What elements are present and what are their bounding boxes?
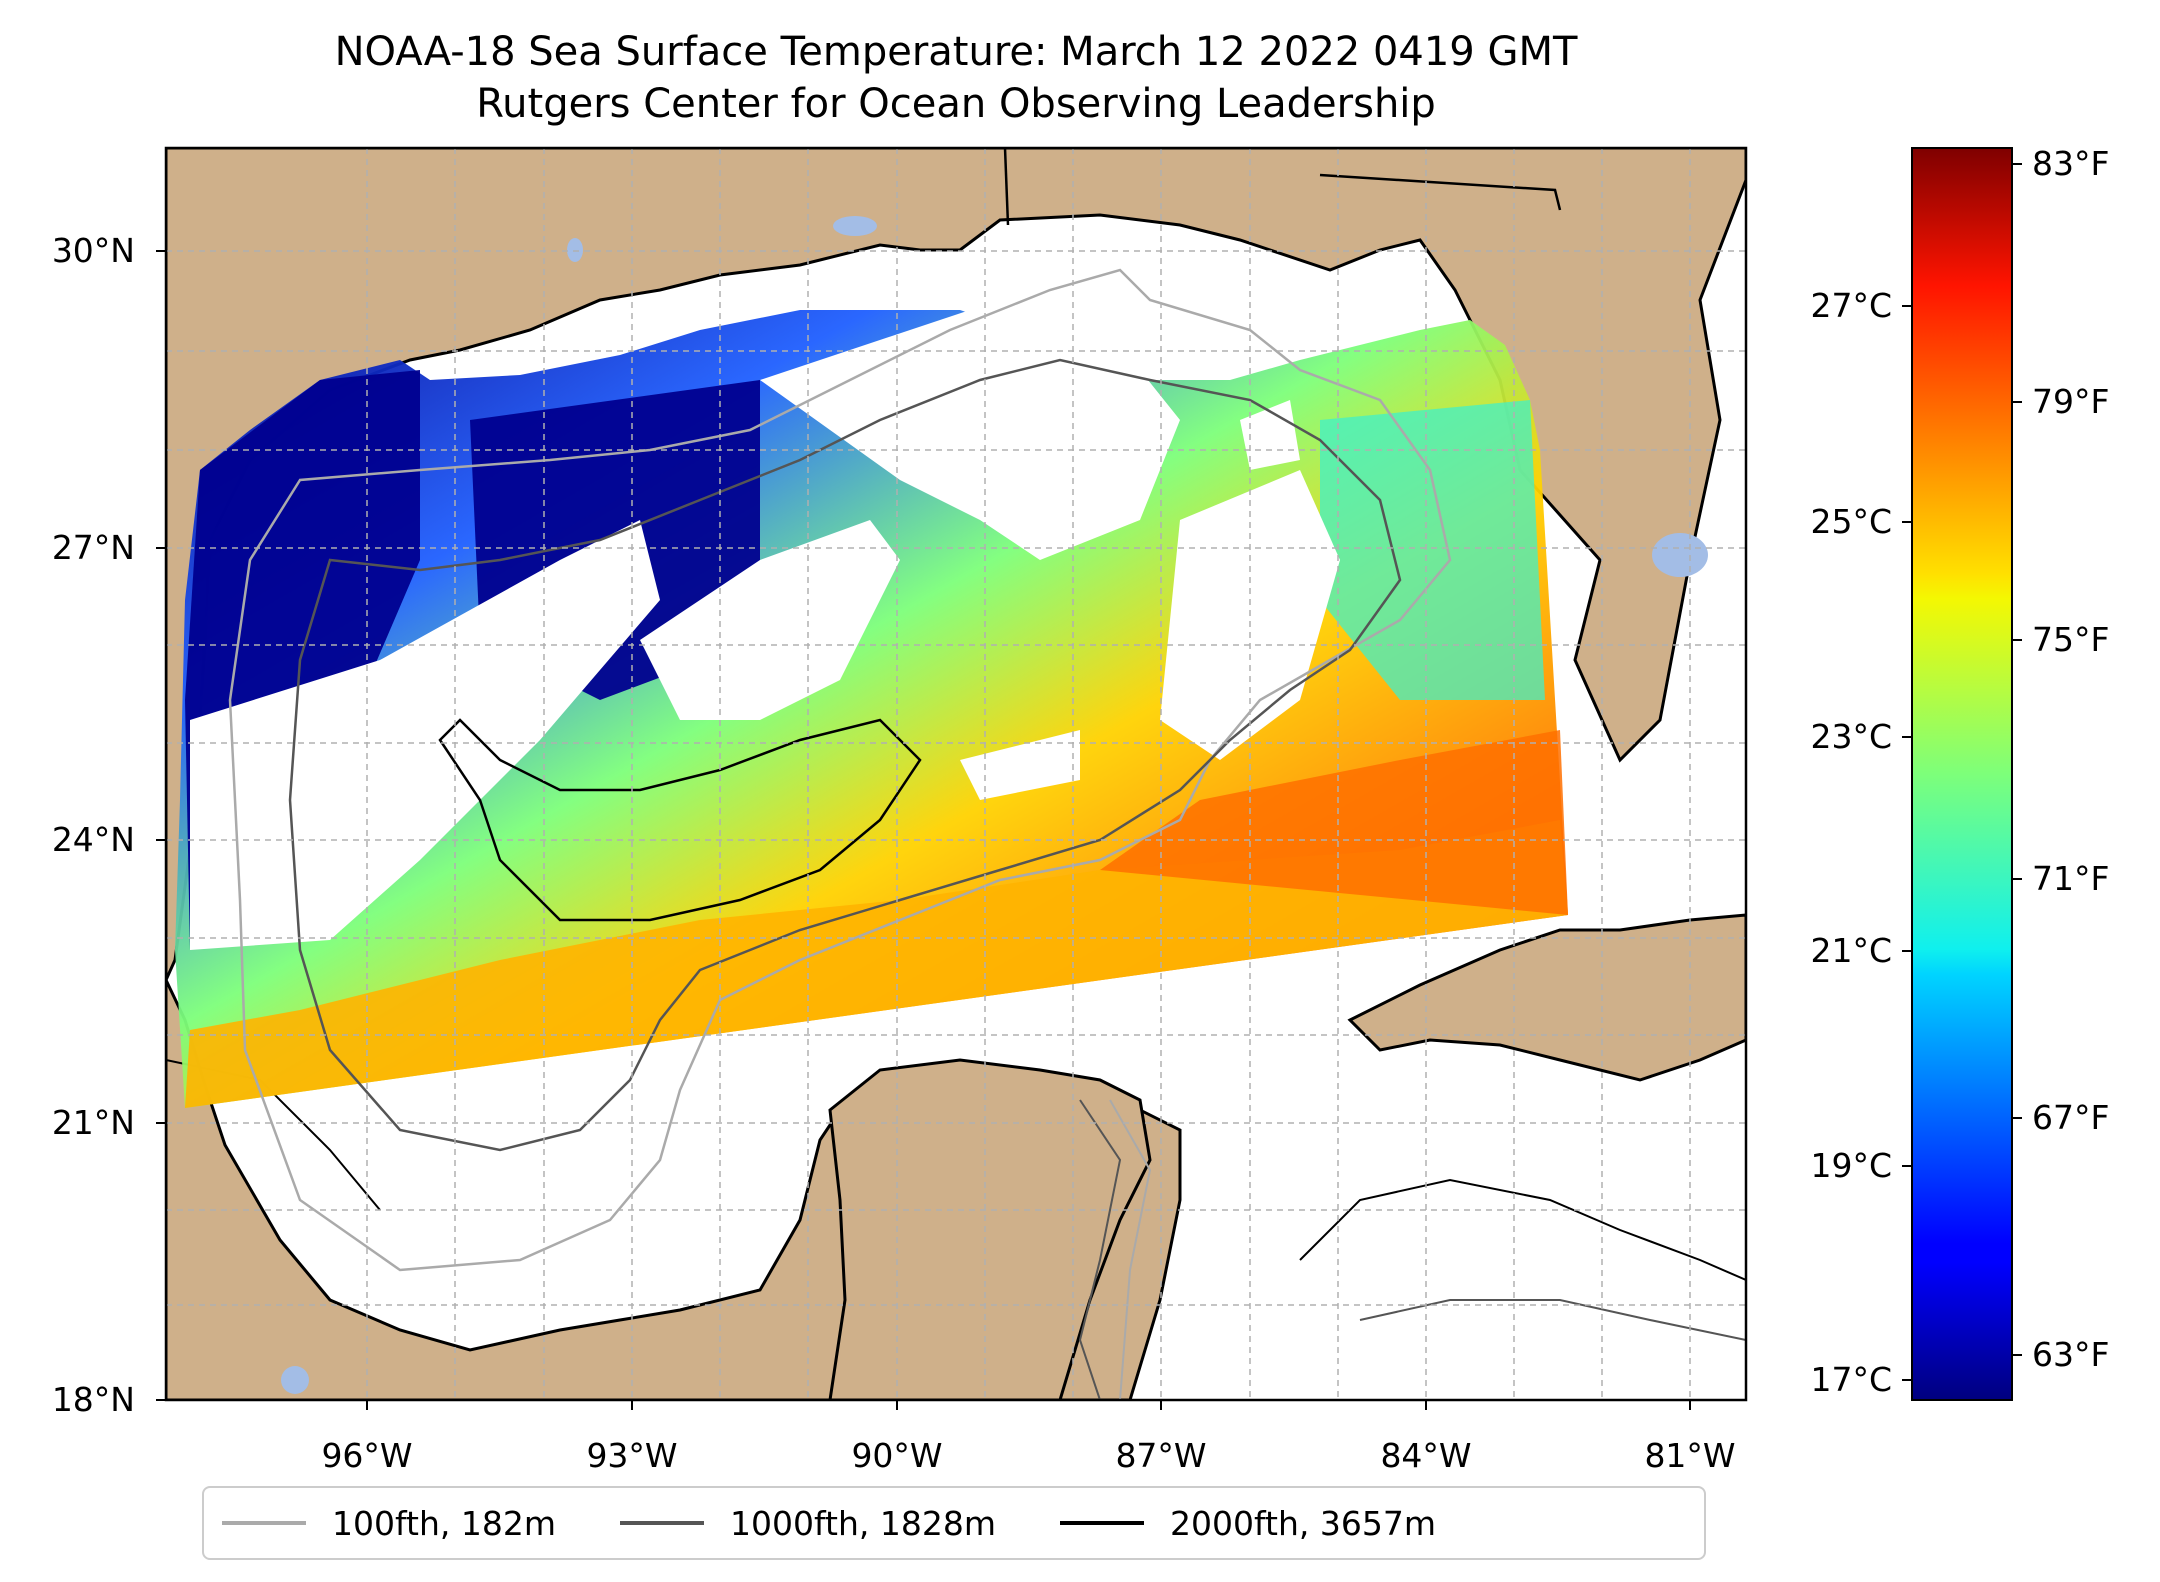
contour-100fth-yucatan (1109, 1099, 1152, 1400)
axis-ticks (156, 250, 1691, 1410)
legend-item-100fth: 100fth, 182m (222, 1504, 556, 1543)
lat-tick: 30°N (51, 231, 135, 270)
colorbar-fahrenheit-tick: 67°F (2032, 1098, 2110, 1137)
lat-tick: 27°N (51, 528, 135, 567)
map-frame (164, 146, 1748, 1402)
bathymetry-contours (228, 268, 1746, 1400)
colorbar-celsius-tick: 21°C (1810, 931, 1892, 970)
lake-pontchartrain (833, 216, 877, 236)
legend-swatch (620, 1521, 704, 1525)
contour-1000fth-caribbean (1359, 1299, 1746, 1341)
colorbar-celsius-tick: 23°C (1810, 717, 1892, 756)
lake-2 (281, 1366, 309, 1394)
lake-okeechobee (1652, 533, 1708, 577)
lat-tick: 18°N (51, 1380, 135, 1419)
colorbar-celsius-tick: 27°C (1810, 286, 1892, 325)
legend-label: 2000fth, 3657m (1169, 1503, 1436, 1543)
contour-1000fth (288, 358, 1402, 1152)
legend-label: 100fth, 182m (332, 1503, 556, 1543)
map-title: NOAA-18 Sea Surface Temperature: March 1… (334, 29, 1578, 75)
colorbar-fahrenheit-tick: 75°F (2032, 620, 2110, 659)
colorbar-fahrenheit-tick: 63°F (2032, 1335, 2110, 1374)
legend-swatch (1059, 1521, 1144, 1525)
contour-2000fth-caribbean (1299, 1178, 1746, 1281)
lon-tick: 96°W (321, 1436, 413, 1475)
state-border (1003, 148, 1010, 226)
lon-tick: 90°W (851, 1436, 943, 1475)
contour-2000fth (438, 718, 922, 922)
state-border (1319, 173, 1562, 211)
colorbar-celsius-tick: 19°C (1810, 1146, 1892, 1185)
lon-tick: 81°W (1644, 1436, 1736, 1475)
lake-1 (567, 238, 583, 262)
lon-tick: 93°W (586, 1436, 678, 1475)
legend-item-1000fth: 1000fth, 1828m (620, 1504, 996, 1543)
contour-100fth (228, 268, 1452, 1272)
legend-item-2000fth: 2000fth, 3657m (1059, 1503, 1436, 1543)
lat-tick: 24°N (51, 820, 135, 859)
contour-legend: 100fth, 182m 1000fth, 1828m 2000fth, 365… (202, 1486, 1706, 1560)
sst-swath (175, 300, 1568, 1108)
contour-1000fth-yucatan (1078, 1099, 1122, 1400)
lon-tick: 87°W (1115, 1436, 1207, 1475)
legend-label: 1000fth, 1828m (730, 1503, 996, 1543)
colorbar-fahrenheit-tick: 83°F (2032, 144, 2110, 183)
colorbar-ticks (1902, 163, 2022, 1381)
colorbar-fahrenheit-tick: 71°F (2032, 859, 2110, 898)
colorbar (1911, 147, 2013, 1401)
lon-tick: 84°W (1380, 1436, 1472, 1475)
colorbar-celsius-tick: 25°C (1810, 502, 1892, 541)
lat-tick: 21°N (51, 1103, 135, 1142)
cuba-land (1347, 913, 1746, 1082)
map-subtitle: Rutgers Center for Ocean Observing Leade… (476, 81, 1436, 127)
yucatan-peninsula-land (828, 1058, 1152, 1400)
colorbar-celsius-tick: 17°C (1810, 1360, 1892, 1399)
legend-swatch (222, 1521, 306, 1525)
colorbar-fahrenheit-tick: 79°F (2032, 382, 2110, 421)
